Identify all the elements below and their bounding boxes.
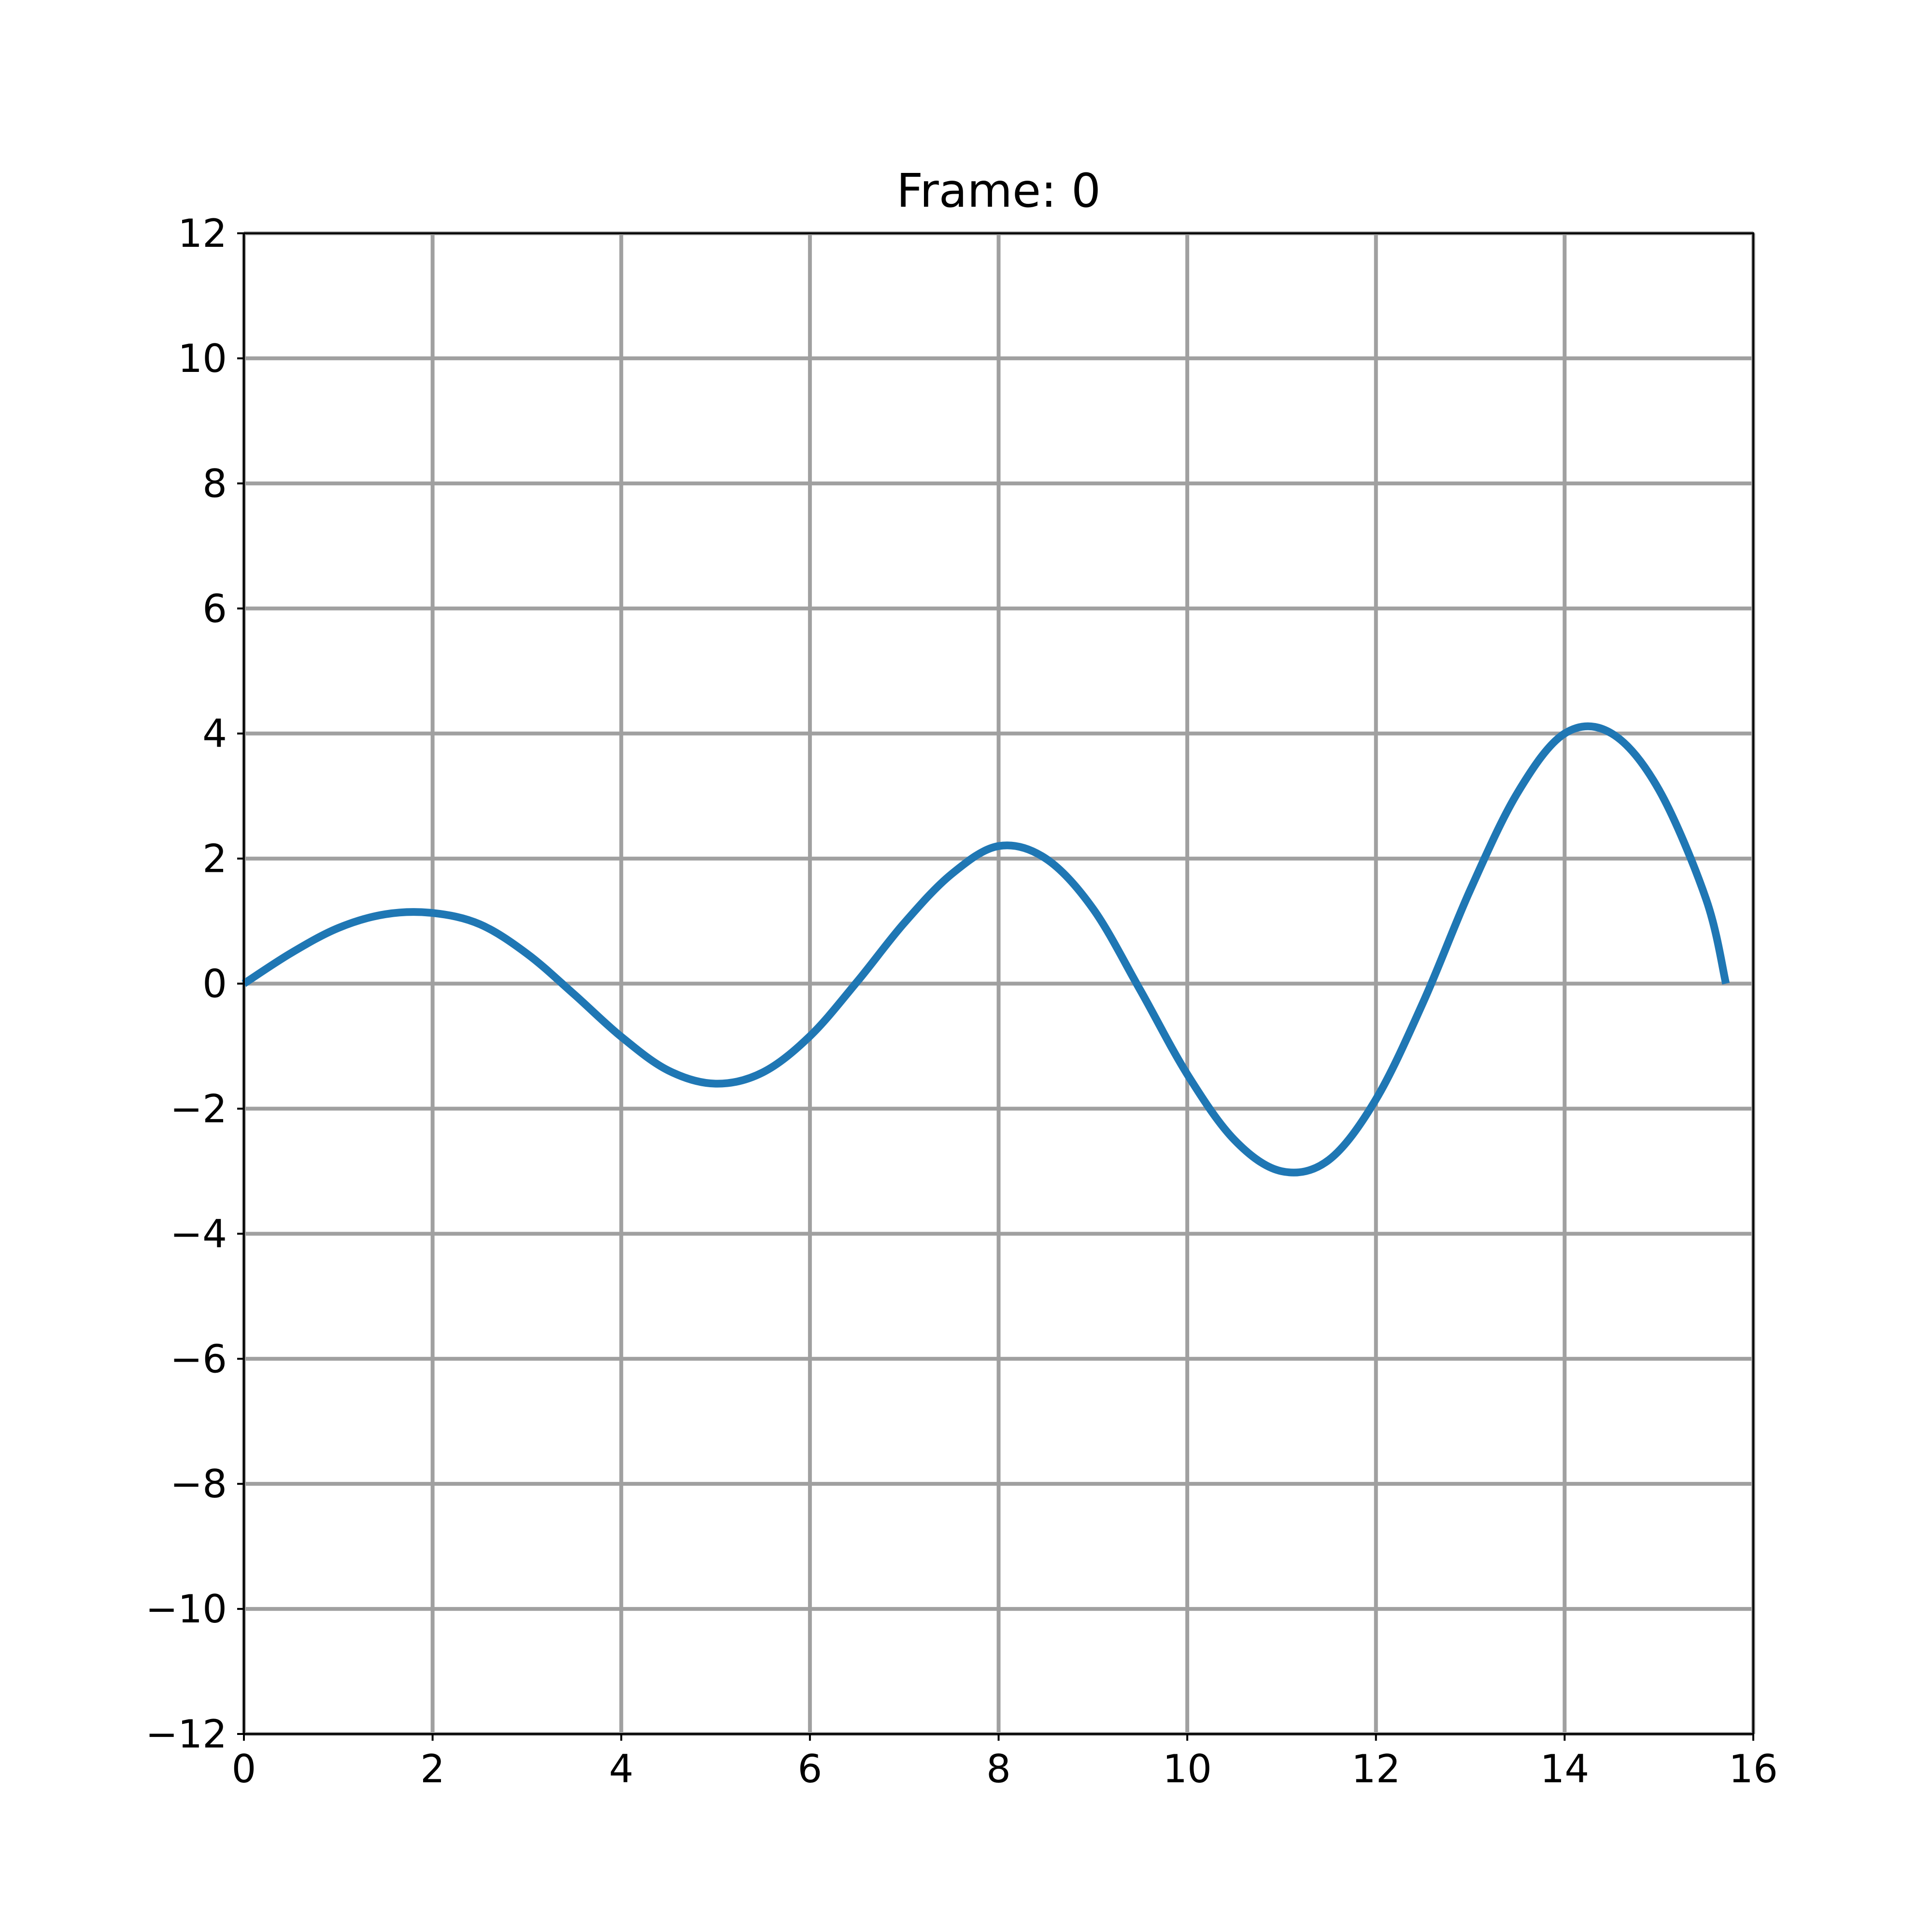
y-tick-label: −12	[145, 1712, 227, 1757]
series-line	[242, 722, 1730, 1177]
x-tick-label: 14	[1540, 1747, 1589, 1791]
y-tick-label: −4	[170, 1211, 227, 1256]
x-tick-label: 10	[1163, 1747, 1212, 1791]
y-tick-label: 2	[202, 837, 227, 881]
y-tick-label: 12	[178, 211, 227, 256]
x-tick-label: 8	[986, 1747, 1011, 1791]
x-tick-label: 16	[1729, 1747, 1778, 1791]
y-tick-label: −10	[145, 1587, 227, 1632]
y-tick-label: 0	[202, 962, 227, 1007]
x-tick-label: 4	[609, 1747, 634, 1791]
series-layer	[242, 722, 1730, 1177]
y-tick-label: 6	[202, 586, 227, 631]
y-tick-label: −8	[170, 1462, 227, 1506]
y-tick-label: 8	[202, 461, 227, 506]
y-tick-label: 10	[178, 336, 227, 381]
x-tick-label: 12	[1351, 1747, 1401, 1791]
y-tick-label: −6	[170, 1336, 227, 1381]
x-tick-label: 0	[232, 1747, 256, 1791]
y-tick-label: 4	[202, 711, 227, 756]
x-tick-label: 6	[797, 1747, 822, 1791]
ticks: 0 2 4 6 8 10 12 14 16 12 10 8 6 4 2 0 −2 −4 −6 −8 −10 −12	[145, 211, 1778, 1791]
chart-title: Frame: 0	[896, 164, 1101, 218]
y-tick-label: −2	[170, 1086, 227, 1131]
x-tick-label: 2	[420, 1747, 445, 1791]
